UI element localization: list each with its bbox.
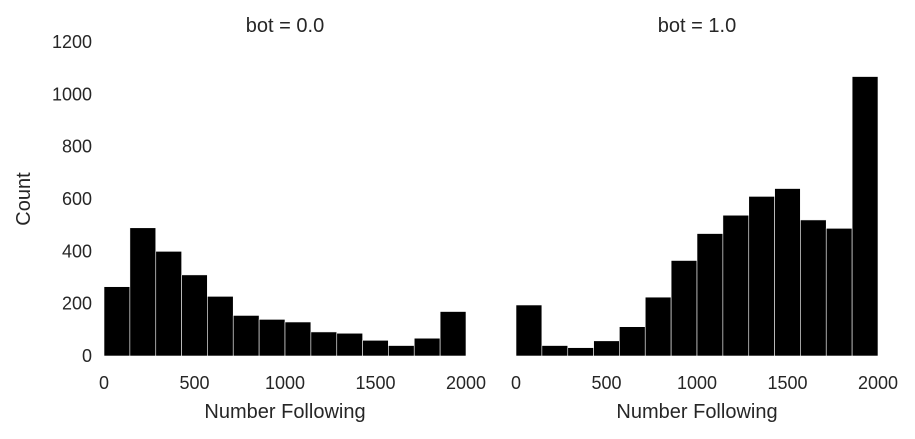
- histogram-bar: [413, 337, 441, 357]
- histogram-bar: [515, 304, 543, 357]
- histogram-bar: [258, 319, 286, 357]
- histogram-bar: [851, 76, 879, 357]
- y-ticks: 0 200 400 600 800 1000 1200: [52, 32, 92, 366]
- histogram-bar: [696, 233, 724, 357]
- histogram-bar: [567, 347, 594, 357]
- histogram-bar: [644, 296, 672, 357]
- histogram-bar: [825, 228, 853, 357]
- bars-bot-0: [103, 227, 467, 357]
- x-tick-label: 1500: [767, 373, 807, 393]
- x-tick-label: 1500: [355, 373, 395, 393]
- histogram-bar: [388, 345, 415, 357]
- x-tick-label: 0: [99, 373, 109, 393]
- histogram-bar: [593, 340, 620, 357]
- histogram-bar: [439, 311, 467, 357]
- y-tick-label: 0: [82, 346, 92, 366]
- histogram-bar: [748, 196, 775, 357]
- y-tick-label: 1200: [52, 32, 92, 52]
- panel-bot-0: bot = 0.0 0 500 1000 1500 2000 0 200 400 600 800…: [13, 15, 486, 423]
- histogram-bar: [284, 321, 312, 357]
- x-tick-label: 0: [511, 373, 521, 393]
- histogram-bar: [103, 286, 131, 357]
- x-tick-label: 2000: [858, 373, 898, 393]
- histogram-bar: [362, 339, 389, 357]
- x-tick-label: 500: [179, 373, 209, 393]
- histogram-bar: [232, 315, 260, 357]
- histogram-bar: [670, 260, 698, 357]
- histogram-bar: [336, 332, 363, 357]
- histogram-bar: [129, 227, 157, 357]
- x-ticks-bot-0: 0 500 1000 1500 2000: [99, 373, 486, 393]
- y-tick-label: 400: [62, 241, 92, 261]
- panel-bot-1: bot = 1.0 0 500 1000 1500 2000 Number Follow…: [511, 15, 898, 423]
- x-axis-label-bot-0: Number Following: [204, 401, 365, 423]
- y-axis-label: Count: [13, 172, 35, 226]
- y-tick-label: 800: [62, 137, 92, 157]
- y-tick-label: 200: [62, 294, 92, 314]
- y-tick-label: 1000: [52, 84, 92, 104]
- x-tick-label: 2000: [446, 373, 486, 393]
- histogram-bar: [207, 296, 234, 357]
- histogram-bar: [800, 219, 827, 357]
- histogram-bar: [310, 331, 338, 357]
- histogram-bar: [722, 214, 750, 357]
- bars-bot-1: [515, 76, 879, 357]
- histogram-bar: [541, 345, 569, 357]
- x-tick-label: 1000: [677, 373, 717, 393]
- histogram-bar: [181, 274, 208, 357]
- x-tick-label: 500: [591, 373, 621, 393]
- histogram-bar: [619, 326, 646, 357]
- y-tick-label: 600: [62, 189, 92, 209]
- histogram-bar: [155, 251, 182, 357]
- x-axis-label-bot-1: Number Following: [616, 401, 777, 423]
- panel-title-bot-0: bot = 0.0: [246, 15, 324, 37]
- histogram-bar: [774, 188, 801, 357]
- x-tick-label: 1000: [265, 373, 305, 393]
- x-ticks-bot-1: 0 500 1000 1500 2000: [511, 373, 898, 393]
- panel-title-bot-1: bot = 1.0: [658, 15, 736, 37]
